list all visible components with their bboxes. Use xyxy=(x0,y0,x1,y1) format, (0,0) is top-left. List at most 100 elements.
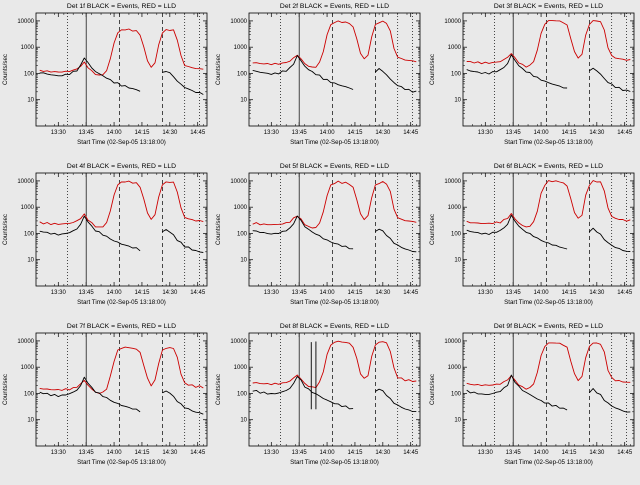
x-tick-label: 14:30 xyxy=(589,450,605,456)
chart-title: Det 3f BLACK = Events, RED = LLD xyxy=(494,3,603,10)
x-tick-label: 14:30 xyxy=(162,450,178,456)
y-tick-label: 10 xyxy=(27,98,34,104)
x-tick-label: 14:15 xyxy=(134,450,150,456)
x-tick-label: 13:45 xyxy=(292,130,308,136)
y-tick-label: 10000 xyxy=(17,339,34,345)
plot-frame xyxy=(35,12,208,127)
x-tick-label: 14:30 xyxy=(162,130,178,136)
x-tick-label: 14:45 xyxy=(404,290,420,296)
x-tick-label: 13:45 xyxy=(292,450,308,456)
y-tick-label: 100 xyxy=(451,231,462,237)
y-tick-label: 10 xyxy=(241,98,248,104)
x-tick-label: 14:15 xyxy=(561,130,577,136)
y-tick-label: 10 xyxy=(241,258,248,264)
lld-series-line xyxy=(39,180,204,228)
x-tick-label: 14:45 xyxy=(617,450,633,456)
x-tick-label: 13:45 xyxy=(505,450,521,456)
plot-frame xyxy=(35,332,208,447)
y-tick-label: 10000 xyxy=(231,339,248,345)
x-tick-label: 13:30 xyxy=(264,290,280,296)
y-tick-label: 10 xyxy=(241,418,248,424)
events-series-line xyxy=(39,215,204,253)
plot-frame xyxy=(248,332,421,447)
y-tick-label: 1000 xyxy=(447,365,461,371)
y-tick-label: 100 xyxy=(451,71,462,77)
x-tick-label: 13:45 xyxy=(505,290,521,296)
chart-title: Det 2f BLACK = Events, RED = LLD xyxy=(280,3,389,10)
x-tick-label: 14:00 xyxy=(533,130,549,136)
y-tick-label: 100 xyxy=(237,391,248,397)
x-tick-label: 13:45 xyxy=(505,130,521,136)
y-tick-label: 1000 xyxy=(234,205,248,211)
y-axis-label: Counts/sec xyxy=(429,374,436,405)
x-tick-label: 13:30 xyxy=(477,130,493,136)
x-tick-label: 14:15 xyxy=(561,290,577,296)
chart-det5-svg: 10 100 1000 10000 13:30 13:45 14:00 14:15 14:30 1… xyxy=(215,163,421,306)
x-tick-label: 13:45 xyxy=(79,130,95,136)
plot-frame xyxy=(462,172,635,287)
x-tick-label: 14:30 xyxy=(376,290,392,296)
x-tick-label: 14:00 xyxy=(533,290,549,296)
x-axis-label: Start Time (02-Sep-05 13:18:00) xyxy=(290,299,379,306)
y-tick-label: 1000 xyxy=(21,205,35,211)
lld-series-line xyxy=(39,28,204,76)
y-tick-label: 10 xyxy=(454,258,461,264)
x-tick-label: 13:30 xyxy=(51,130,67,136)
lld-series-line xyxy=(253,20,417,68)
lld-series-line xyxy=(466,180,631,228)
x-tick-label: 14:15 xyxy=(134,130,150,136)
events-series-line xyxy=(252,375,417,413)
chart-title: Det 4f BLACK = Events, RED = LLD xyxy=(67,163,176,170)
y-tick-label: 10000 xyxy=(17,179,34,185)
plot-frame xyxy=(462,332,635,447)
chart-panel-det1: 10 100 1000 10000 13:30 13:45 14:00 14:15 14:30 1… xyxy=(0,0,213,160)
y-tick-label: 10000 xyxy=(231,19,248,25)
y-axis-label: Counts/sec xyxy=(2,374,9,405)
chart-title: Det 8f BLACK = Events, RED = LLD xyxy=(280,323,389,330)
y-tick-label: 10 xyxy=(27,258,34,264)
chart-panel-det3: 10 100 1000 10000 13:30 13:45 14:00 14:15 14:30 1… xyxy=(427,0,640,160)
y-tick-label: 10000 xyxy=(444,339,461,345)
x-tick-label: 14:45 xyxy=(404,450,420,456)
x-tick-label: 14:00 xyxy=(533,450,549,456)
y-axis-label: Counts/sec xyxy=(429,54,436,85)
y-tick-label: 1000 xyxy=(21,365,35,371)
events-series-line xyxy=(252,55,417,93)
plot-frame xyxy=(248,12,421,127)
y-axis-label: Counts/sec xyxy=(2,54,9,85)
x-tick-label: 14:15 xyxy=(348,450,364,456)
plot-frame xyxy=(35,172,208,287)
chart-det6-svg: 10 100 1000 10000 13:30 13:45 14:00 14:15 14:30 1… xyxy=(429,163,635,306)
y-tick-label: 1000 xyxy=(447,205,461,211)
x-tick-label: 14:30 xyxy=(589,290,605,296)
y-axis-label: Counts/sec xyxy=(215,214,222,245)
x-tick-label: 13:30 xyxy=(477,450,493,456)
chart-title: Det 9f BLACK = Events, RED = LLD xyxy=(494,323,603,330)
events-series-line xyxy=(466,54,631,92)
x-tick-label: 14:45 xyxy=(404,130,420,136)
y-tick-label: 100 xyxy=(237,231,248,237)
x-axis-label: Start Time (02-Sep-05 13:18:00) xyxy=(77,459,166,466)
x-axis-label: Start Time (02-Sep-05 13:18:00) xyxy=(77,139,166,146)
chart-det3-svg: 10 100 1000 10000 13:30 13:45 14:00 14:15 14:30 1… xyxy=(429,3,635,146)
lld-series-line xyxy=(252,180,417,229)
chart-panel-det5: 10 100 1000 10000 13:30 13:45 14:00 14:15 14:30 1… xyxy=(213,160,426,320)
lld-series-line xyxy=(252,340,417,389)
y-tick-label: 10 xyxy=(454,418,461,424)
y-tick-label: 10000 xyxy=(444,19,461,25)
x-tick-label: 13:30 xyxy=(51,290,67,296)
plot-frame xyxy=(462,12,635,127)
events-series-line xyxy=(466,214,630,252)
x-tick-label: 13:45 xyxy=(79,450,95,456)
chart-panel-det2: 10 100 1000 10000 13:30 13:45 14:00 14:15 14:30 1… xyxy=(213,0,426,160)
chart-title: Det 5f BLACK = Events, RED = LLD xyxy=(280,163,389,170)
x-axis-label: Start Time (02-Sep-05 13:18:00) xyxy=(77,299,166,306)
y-tick-label: 100 xyxy=(237,71,248,77)
y-tick-label: 100 xyxy=(24,231,35,237)
x-tick-label: 14:00 xyxy=(107,130,123,136)
x-tick-label: 14:45 xyxy=(190,130,206,136)
x-tick-label: 14:00 xyxy=(320,290,336,296)
y-axis-label: Counts/sec xyxy=(215,54,222,85)
x-tick-label: 14:15 xyxy=(561,450,577,456)
